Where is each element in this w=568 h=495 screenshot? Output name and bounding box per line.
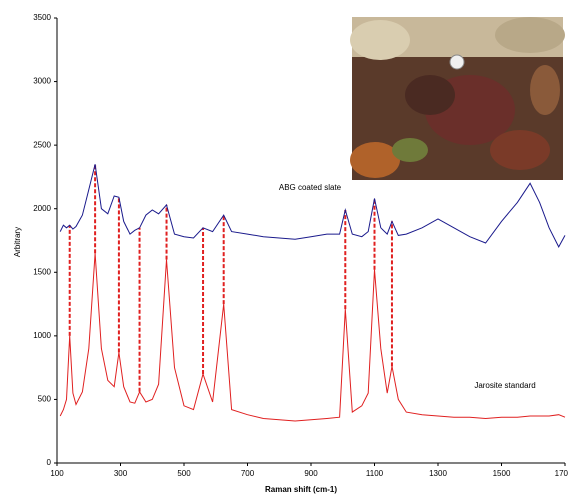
series-line [59, 164, 566, 248]
y-tick-label: 2000 [33, 204, 51, 213]
x-tick-label: 300 [114, 469, 128, 478]
x-tick-label: 700 [241, 469, 255, 478]
y-axis-label: Arbitrary [13, 227, 22, 257]
y-tick-label: 3500 [33, 13, 51, 22]
y-tick-label: 2500 [33, 140, 51, 149]
x-tick-label: 1100 [366, 469, 384, 478]
series-label: ABG coated slate [279, 183, 342, 192]
series-line [59, 253, 566, 422]
y-tick-label: 500 [38, 395, 52, 404]
photo-inset [350, 17, 565, 180]
x-tick-label: 100 [50, 469, 64, 478]
y-tick-label: 1500 [33, 267, 51, 276]
y-tick-label: 1000 [33, 331, 51, 340]
x-tick-label: 900 [304, 469, 318, 478]
series-label: Jarosite standard [474, 381, 535, 390]
x-tick-label: 170 [555, 469, 568, 478]
x-tick-label: 500 [177, 469, 191, 478]
x-tick-label: 1300 [429, 469, 447, 478]
y-tick-label: 0 [47, 458, 52, 467]
x-axis-label: Raman shift (cm-1) [265, 485, 337, 494]
y-tick-label: 3000 [33, 77, 51, 86]
x-tick-label: 1500 [493, 469, 511, 478]
